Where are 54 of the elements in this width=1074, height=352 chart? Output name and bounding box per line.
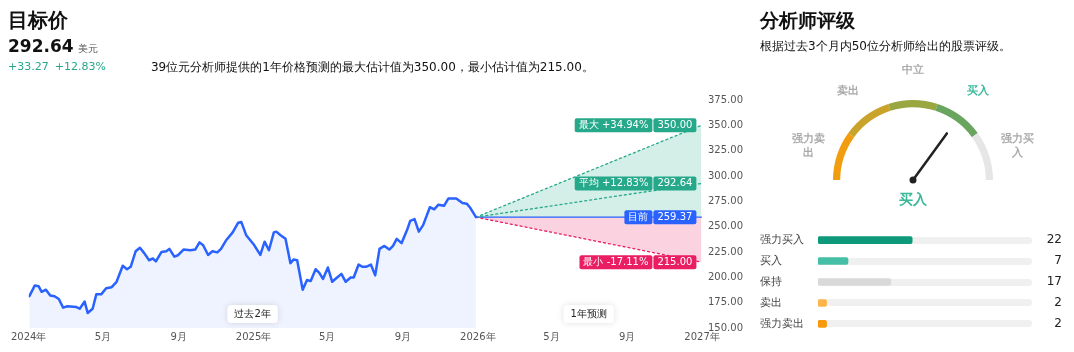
legend-label: 最小 -17.11% (583, 255, 649, 267)
y-tick-label: 保持 (760, 274, 782, 288)
y-tick-label: 200.00 (708, 270, 744, 282)
x-tick-label: 2026年 (460, 330, 496, 342)
y-tick-label: 强力买入 (760, 232, 804, 246)
x-tick-label: 5月 (94, 330, 112, 342)
chart-subtitle: 根据过去3个月内50位分析师给出的股票评级。 (760, 38, 1012, 55)
y-tick-label: 325.00 (708, 144, 744, 156)
text: +33.27 (8, 59, 49, 75)
chart-title: 目标价 (8, 8, 69, 32)
x-tick-label: 9月 (170, 330, 187, 342)
x-tick-label: 2027年 (684, 330, 720, 342)
data-label: 22 (1046, 232, 1062, 247)
annotation: 过去2年 (234, 307, 271, 319)
y-tick-label: 150.00 (708, 321, 744, 333)
annotation: 1年预测 (570, 307, 607, 319)
y-tick-label: 强力卖出 (760, 316, 804, 330)
legend-label: 最大 +34.94% (578, 118, 649, 130)
data-label: 7 (1054, 253, 1062, 268)
y-tick-label: 300.00 (708, 169, 744, 181)
slice-label: 强力卖出 (791, 131, 825, 159)
x-tick-label: 2024年 (11, 330, 47, 342)
y-tick-label: 350.00 (708, 118, 744, 130)
y-tick-label: 卖出 (760, 295, 782, 309)
y-tick-label: 275.00 (708, 194, 744, 206)
y-tick-label: 225.00 (708, 245, 744, 257)
data-label: 259.37 (657, 210, 693, 222)
data-label: 2 (1054, 316, 1062, 331)
data-label: 2 (1054, 295, 1062, 310)
slice-label: 中立 (902, 62, 924, 76)
legend-label: 平均 +12.83% (578, 177, 649, 189)
text: 买入 (899, 190, 927, 207)
data-label: 350.00 (657, 118, 693, 130)
slice-label: 强力买入 (1001, 131, 1035, 159)
x-tick-label: 5月 (319, 330, 336, 342)
data-label: 17 (1046, 274, 1062, 289)
text: 292.64 (8, 36, 74, 56)
x-tick-label: 9月 (394, 330, 412, 342)
text: 39位元分析师提供的1年价格预测的最大估计值为350.00，最小估计值为215.00。 (150, 59, 594, 75)
x-tick-label: 2025年 (235, 330, 272, 342)
data-label: 215.00 (657, 255, 693, 267)
chart-title: 分析师评级 (760, 8, 856, 32)
slice-label: 买入 (966, 83, 990, 97)
text: 美元 (77, 43, 98, 54)
legend-label: 目前 (628, 210, 649, 222)
slice-label: 卖出 (837, 83, 860, 97)
x-tick-label: 5月 (543, 330, 560, 342)
data-label: 292.64 (657, 177, 693, 189)
y-tick-label: 250.00 (708, 220, 744, 232)
y-tick-label: 175.00 (708, 296, 744, 308)
y-tick-label: 买入 (760, 253, 782, 267)
y-tick-label: 375.00 (708, 93, 744, 105)
text: +12.83% (54, 59, 106, 75)
x-tick-label: 9月 (618, 330, 636, 342)
